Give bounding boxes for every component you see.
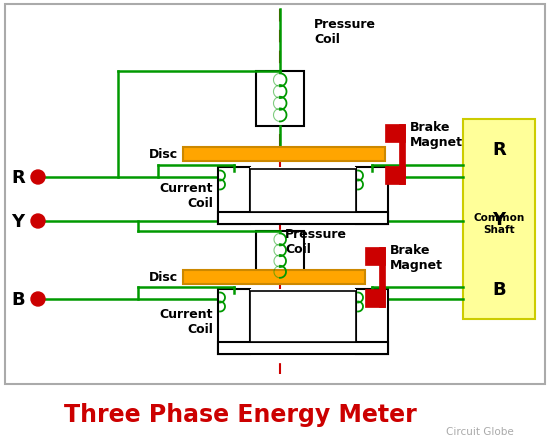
Circle shape	[31, 171, 45, 184]
Text: Current
Coil: Current Coil	[160, 182, 213, 209]
Text: B: B	[11, 290, 25, 308]
Bar	[5, 5, 545, 384]
Bar	[365, 247, 385, 265]
Text: Y: Y	[12, 212, 25, 230]
Text: R: R	[492, 141, 506, 159]
Bar	[379, 247, 385, 307]
Text: Circuit Globe: Circuit Globe	[446, 426, 514, 436]
Bar	[218, 290, 250, 354]
Text: Three Phase Energy Meter: Three Phase Energy Meter	[64, 402, 416, 426]
Bar	[463, 120, 535, 319]
Circle shape	[31, 292, 45, 306]
Bar	[365, 290, 385, 307]
Text: Current
Coil: Current Coil	[160, 307, 213, 335]
Bar	[183, 270, 365, 284]
Bar	[399, 125, 405, 184]
Bar	[250, 291, 356, 342]
Bar	[256, 231, 304, 281]
Bar	[256, 72, 304, 127]
Bar	[250, 290, 356, 342]
Text: Disc: Disc	[149, 271, 178, 284]
Text: Pressure
Coil: Pressure Coil	[285, 227, 347, 255]
Text: Pressure
Coil: Pressure Coil	[314, 18, 376, 46]
Bar	[385, 166, 405, 184]
Text: Brake
Magnet: Brake Magnet	[410, 121, 463, 148]
Bar	[183, 148, 385, 162]
Bar	[218, 212, 388, 225]
Text: Disc: Disc	[149, 148, 178, 161]
Bar	[250, 170, 356, 212]
Bar	[385, 125, 405, 143]
Bar	[356, 168, 388, 225]
Bar	[356, 290, 388, 354]
Text: Y: Y	[492, 211, 505, 229]
Bar	[250, 168, 356, 212]
Text: Common
Shaft: Common Shaft	[474, 213, 525, 234]
Circle shape	[31, 215, 45, 229]
Text: B: B	[492, 280, 506, 298]
Bar	[218, 168, 250, 225]
Text: R: R	[11, 169, 25, 187]
Text: Brake
Magnet: Brake Magnet	[390, 244, 443, 272]
Bar	[218, 342, 388, 354]
